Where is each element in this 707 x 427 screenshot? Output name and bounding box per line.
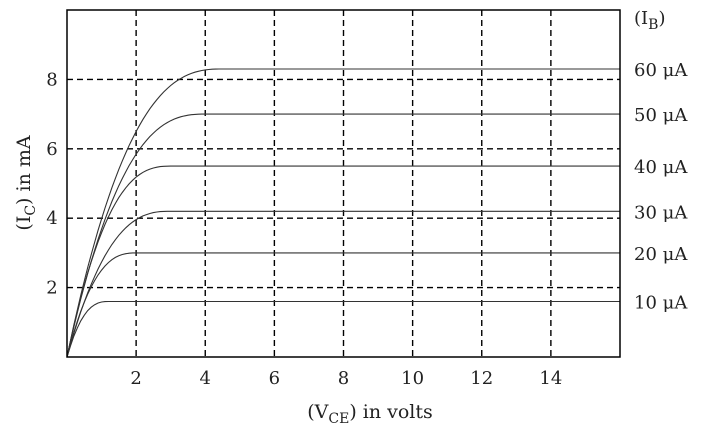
series-line xyxy=(66,300,620,358)
x-tick-label: 6 xyxy=(269,368,280,389)
series-line xyxy=(66,113,620,358)
x-tick-label: 14 xyxy=(539,368,562,389)
series-line xyxy=(66,68,620,358)
series-line xyxy=(66,252,620,358)
y-tick-label: 6 xyxy=(46,139,57,160)
x-axis-title: (VCE) in volts xyxy=(307,401,433,427)
series-label: 10 μA xyxy=(634,292,688,313)
data-series xyxy=(66,68,620,358)
y-tick-label: 8 xyxy=(46,69,57,90)
x-tick-label: 10 xyxy=(401,368,424,389)
y-tick-label: 4 xyxy=(46,208,57,229)
x-tick-label: 2 xyxy=(130,368,141,389)
x-tick-labels: 2 4 6 8 10 12 14 xyxy=(130,368,562,389)
y-tick-label: 2 xyxy=(46,278,57,299)
series-label: 20 μA xyxy=(634,244,688,265)
series-line xyxy=(66,165,620,358)
series-line xyxy=(66,210,620,358)
plot-frame xyxy=(66,9,621,358)
series-label: 40 μA xyxy=(634,157,688,178)
series-labels: 10 μA 20 μA 30 μA 40 μA 50 μA 60 μA xyxy=(634,60,688,313)
legend-title: (IB) xyxy=(634,8,665,33)
x-tick-label: 4 xyxy=(200,368,211,389)
series-label: 50 μA xyxy=(634,105,688,126)
y-axis-title: (IC) in mA xyxy=(13,135,39,230)
x-tick-label: 8 xyxy=(338,368,349,389)
series-label: 30 μA xyxy=(634,202,688,223)
x-tick-label: 12 xyxy=(470,368,493,389)
grid-lines xyxy=(67,10,620,357)
series-label: 60 μA xyxy=(634,60,688,81)
y-tick-labels: 2 4 6 8 xyxy=(46,69,57,298)
